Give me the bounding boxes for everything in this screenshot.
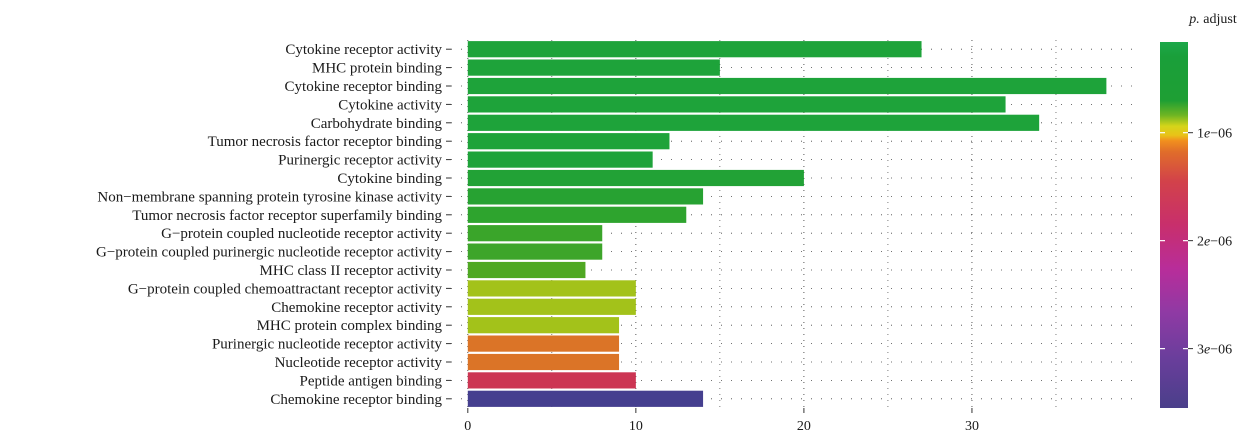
bar <box>467 317 620 334</box>
bar <box>467 280 636 297</box>
color-legend: p. adjust 1e−06 2e−06 3e−06 <box>1160 12 1237 408</box>
bar <box>467 261 586 279</box>
x-axis: 0 10 20 30 <box>464 408 979 434</box>
category-label: Chemokine receptor activity <box>271 300 442 316</box>
bar <box>467 96 1006 113</box>
bar <box>467 335 620 352</box>
category-labels: Cytokine receptor activity MHC protein bi… <box>96 42 451 408</box>
bar <box>467 298 636 315</box>
x-tick-label: 10 <box>629 419 643 434</box>
bar <box>467 151 653 168</box>
bar <box>467 41 922 58</box>
category-label: MHC class II receptor activity <box>260 263 443 279</box>
bar <box>467 243 603 260</box>
category-label: Nucleotide receptor activity <box>275 355 443 371</box>
bar <box>467 188 704 205</box>
category-label: Cytokine activity <box>338 97 442 113</box>
legend-tick-label: 1e−06 <box>1197 127 1232 142</box>
bar <box>467 133 670 150</box>
category-label: MHC protein binding <box>312 61 442 77</box>
plot-panel <box>451 40 1140 408</box>
x-tick-label: 0 <box>464 419 471 434</box>
category-label: Purinergic receptor activity <box>278 153 442 169</box>
category-label: Chemokine receptor binding <box>270 392 442 408</box>
legend-colorbar <box>1160 42 1188 408</box>
category-label: Cytokine binding <box>337 171 442 187</box>
category-label: Tumor necrosis factor receptor superfami… <box>132 208 442 224</box>
category-label: Tumor necrosis factor receptor binding <box>208 134 443 150</box>
category-label: G−protein coupled purinergic nucleotide … <box>96 245 442 261</box>
bar <box>467 114 1040 131</box>
category-label: Cytokine receptor activity <box>285 42 442 58</box>
legend-tick-label: 2e−06 <box>1197 235 1232 250</box>
bar <box>467 206 687 223</box>
bar <box>467 169 804 187</box>
bar <box>467 225 603 242</box>
bar <box>467 390 704 407</box>
legend-title: p. adjust <box>1188 12 1237 27</box>
bar <box>467 372 636 389</box>
category-label: Peptide antigen binding <box>300 373 443 389</box>
legend-ticks: 1e−06 2e−06 3e−06 <box>1160 127 1232 358</box>
bar <box>467 353 620 371</box>
category-label: Non−membrane spanning protein tyrosine k… <box>97 189 442 205</box>
legend-tick-label: 3e−06 <box>1197 343 1232 358</box>
category-label: Cytokine receptor binding <box>285 79 443 95</box>
bars <box>467 41 1107 407</box>
bar <box>467 77 1107 95</box>
x-tick-label: 20 <box>797 419 811 434</box>
category-label: G−protein coupled chemoattractant recept… <box>128 281 443 297</box>
category-label: G−protein coupled nucleotide receptor ac… <box>161 226 442 242</box>
bar <box>467 59 720 76</box>
category-label: Carbohydrate binding <box>311 116 443 132</box>
category-label: MHC protein complex binding <box>257 318 443 334</box>
x-tick-label: 30 <box>965 419 979 434</box>
category-label: Purinergic nucleotide receptor activity <box>212 337 443 353</box>
